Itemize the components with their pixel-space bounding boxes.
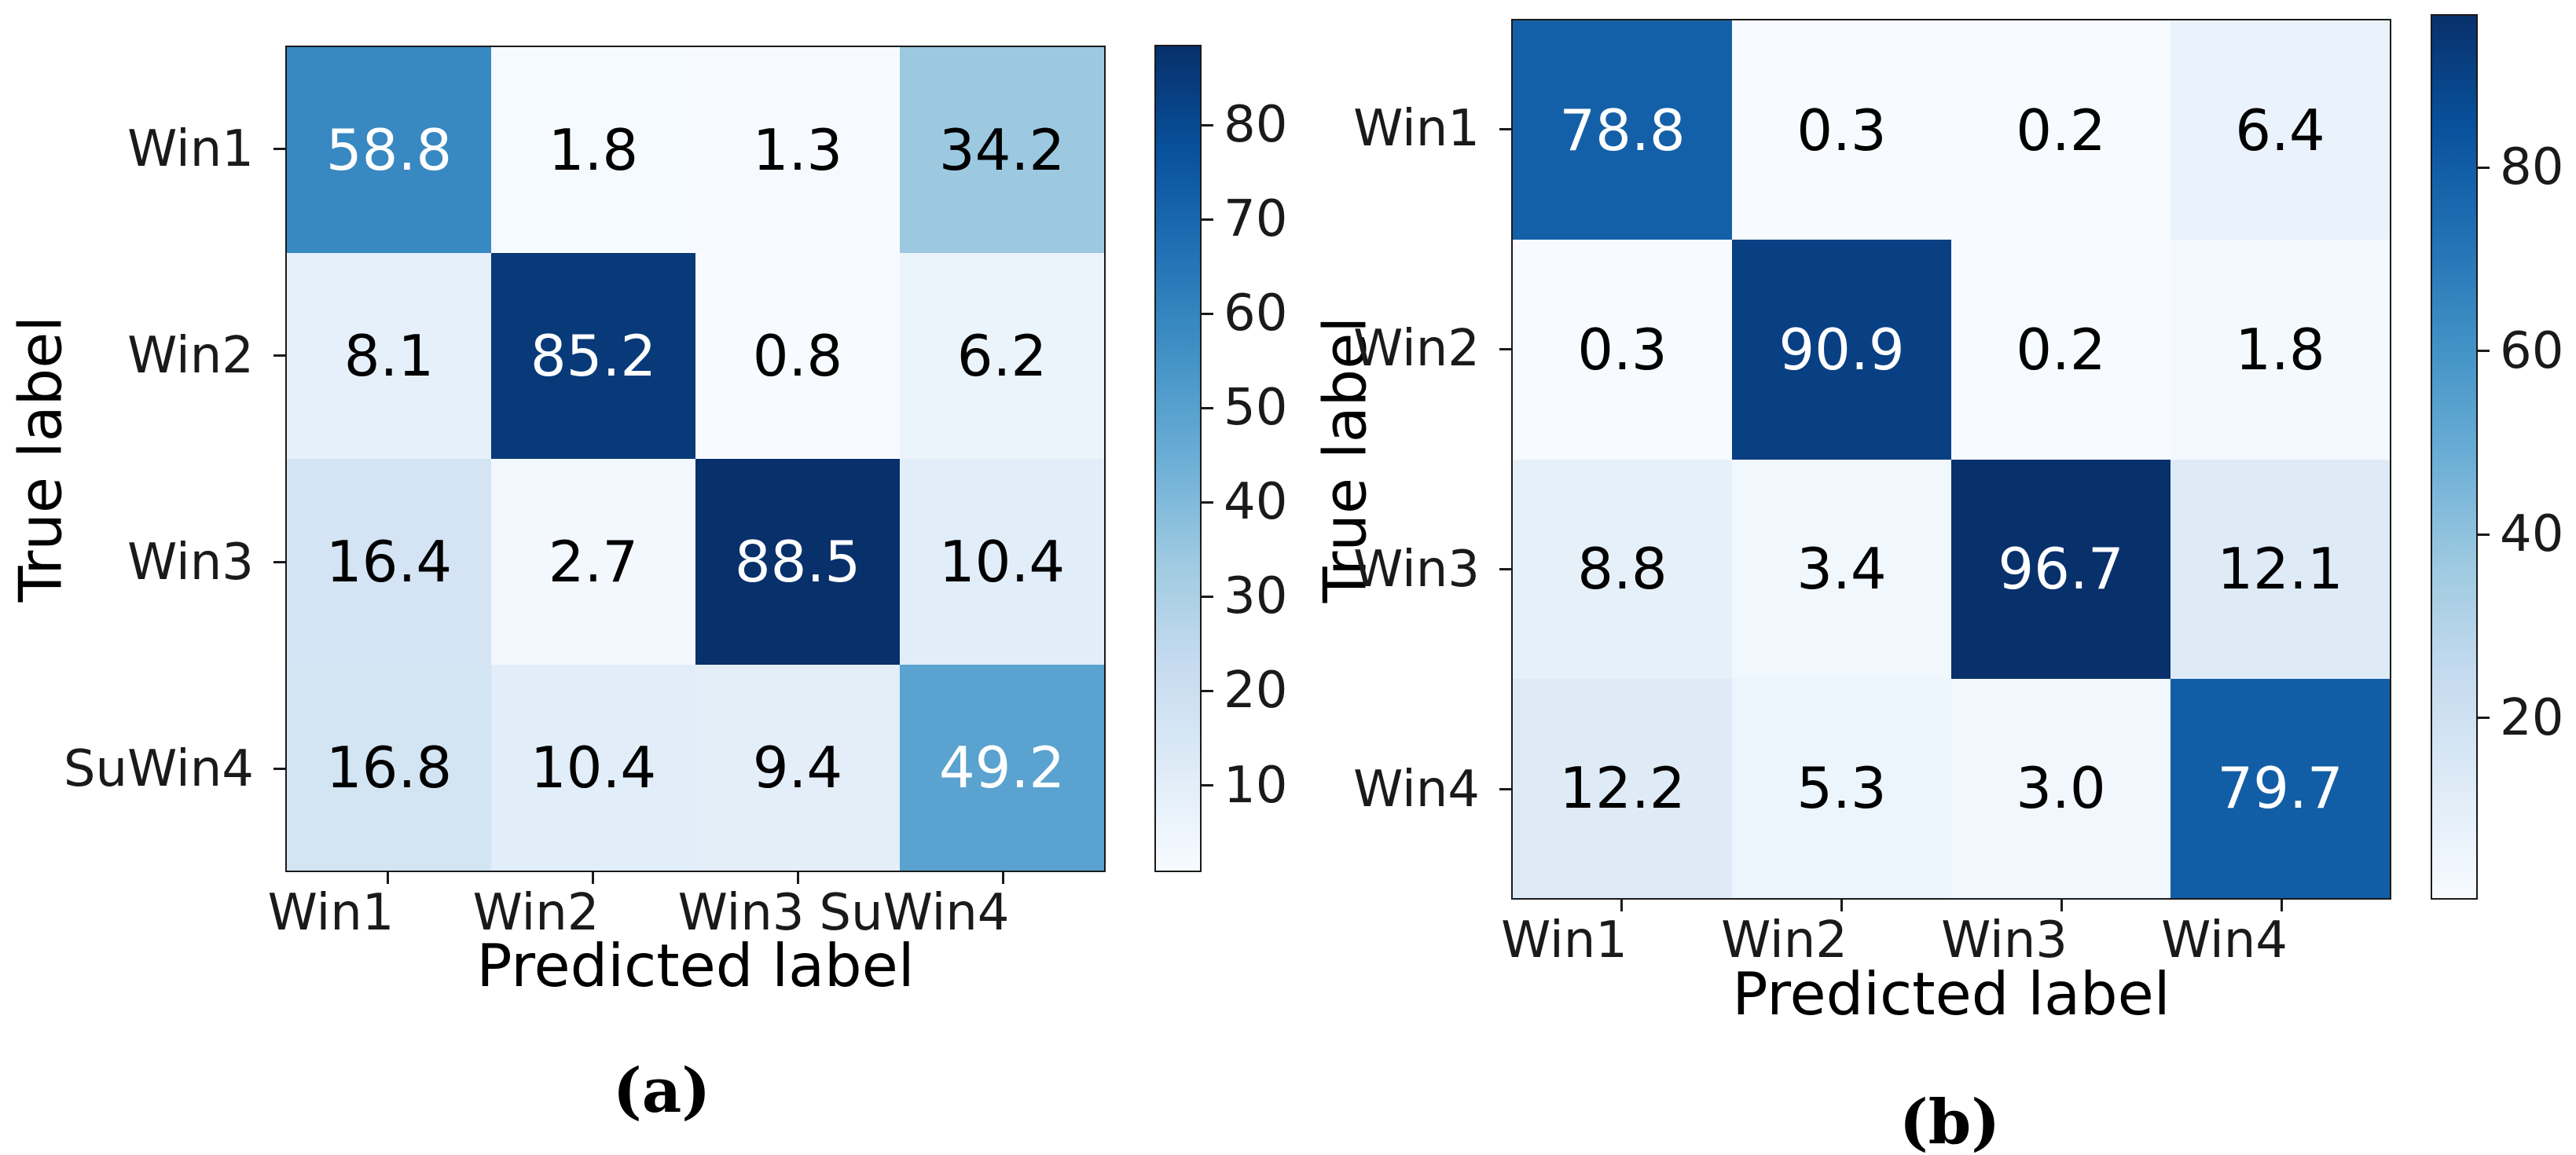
cbtick-label-b-3: 20 [2500, 688, 2564, 747]
xtick-mark-b-3 [2280, 900, 2283, 911]
xtick-label-b-3: Win4 [2161, 911, 2288, 970]
ytick-label-a-2: Win3 [127, 533, 254, 592]
cell-a-r3c0: 16.8 [287, 665, 491, 871]
xtick-mark-b-2 [2060, 900, 2063, 911]
cbtick-mark-a-1 [1202, 218, 1213, 221]
cbtick-mark-a-6 [1202, 689, 1213, 692]
xtick-mark-b-1 [1840, 900, 1843, 911]
xtick-label-a-0: Win1 [267, 884, 394, 942]
cbtick-label-a-0: 80 [1224, 96, 1288, 155]
xtick-label-a-1: Win2 [472, 884, 600, 942]
ytick-mark-b-3 [1499, 788, 1511, 791]
ytick-mark-b-0 [1499, 127, 1511, 130]
ytick-label-b-2: Win3 [1353, 540, 1480, 599]
cell-b-r0c0: 78.8 [1513, 20, 1732, 240]
xtick-label-b-2: Win3 [1941, 911, 2068, 970]
cell-a-r2c2: 88.5 [695, 459, 900, 665]
cell-b-r3c3: 79.7 [2171, 678, 2390, 898]
cell-b-r0c1: 0.3 [1732, 20, 1951, 240]
cbtick-mark-a-2 [1202, 312, 1213, 315]
x-axis-label-a: Predicted label [476, 931, 915, 1000]
cbtick-mark-a-3 [1202, 406, 1213, 409]
cell-a-r1c2: 0.8 [695, 253, 900, 459]
xtick-label-a-2: Win3 [677, 884, 805, 942]
cell-b-r3c1: 5.3 [1732, 678, 1951, 898]
cbtick-label-a-1: 70 [1224, 190, 1288, 249]
cell-b-r0c2: 0.2 [1951, 20, 2171, 240]
cell-b-r2c3: 12.1 [2171, 459, 2390, 679]
cbtick-label-a-7: 10 [1224, 756, 1288, 815]
cell-b-r1c2: 0.2 [1951, 240, 2171, 460]
xtick-label-b-1: Win2 [1721, 911, 1848, 970]
colorbar-a [1154, 45, 1202, 872]
ytick-mark-a-0 [273, 148, 285, 150]
cbtick-mark-b-2 [2478, 533, 2490, 536]
cbtick-label-a-3: 50 [1224, 379, 1288, 438]
cbtick-label-a-2: 60 [1224, 284, 1288, 343]
cbtick-mark-b-1 [2478, 350, 2490, 353]
cbtick-mark-a-5 [1202, 595, 1213, 598]
ytick-mark-b-1 [1499, 347, 1511, 350]
cbtick-mark-a-0 [1202, 123, 1213, 126]
cell-a-r2c1: 2.7 [491, 459, 695, 665]
xtick-mark-a-1 [592, 872, 594, 884]
cell-a-r3c2: 9.4 [695, 665, 900, 871]
xtick-label-b-0: Win1 [1501, 911, 1627, 970]
cell-a-r1c3: 6.2 [900, 253, 1104, 459]
xtick-mark-a-2 [797, 872, 799, 884]
ytick-mark-a-2 [273, 561, 285, 563]
heatmap-b: 78.8 0.3 0.2 6.4 0.3 90.9 0.2 1.8 8.8 3.4 96.7 12.1… [1511, 19, 2391, 900]
xtick-label-a-3: SuWin4 [819, 884, 1010, 942]
caption-b: (b) [1899, 1087, 2001, 1155]
cell-b-r2c2: 96.7 [1951, 459, 2171, 679]
cbtick-label-a-5: 30 [1224, 567, 1288, 626]
x-axis-label-b: Predicted label [1732, 959, 2171, 1028]
ytick-mark-b-2 [1499, 568, 1511, 571]
ytick-label-a-3: SuWin4 [63, 739, 254, 798]
cbtick-label-a-6: 20 [1224, 662, 1288, 720]
cbtick-mark-b-3 [2478, 717, 2490, 720]
cbtick-label-b-1: 60 [2500, 321, 2564, 380]
ytick-mark-a-3 [273, 768, 285, 770]
ytick-label-a-0: Win1 [127, 119, 254, 178]
cell-b-r1c1: 90.9 [1732, 240, 1951, 460]
ytick-mark-a-1 [273, 354, 285, 357]
cell-a-r1c1: 85.2 [491, 253, 695, 459]
ytick-label-a-1: Win2 [127, 326, 254, 385]
cell-a-r0c2: 1.3 [695, 47, 900, 253]
ytick-label-b-0: Win1 [1353, 100, 1480, 159]
cell-a-r3c1: 10.4 [491, 665, 695, 871]
cell-a-r1c0: 8.1 [287, 253, 491, 459]
cbtick-label-b-0: 80 [2500, 138, 2564, 197]
xtick-mark-a-3 [1002, 872, 1004, 884]
colorbar-b [2431, 14, 2478, 900]
cell-a-r2c0: 16.4 [287, 459, 491, 665]
cell-a-r0c0: 58.8 [287, 47, 491, 253]
cell-a-r3c3: 49.2 [900, 665, 1104, 871]
cell-b-r3c2: 3.0 [1951, 678, 2171, 898]
heatmap-a: 58.8 1.8 1.3 34.2 8.1 85.2 0.8 6.2 16.4 2.7 88.5 10… [285, 46, 1106, 872]
cell-a-r2c3: 10.4 [900, 459, 1104, 665]
caption-a: (a) [612, 1055, 711, 1127]
cbtick-label-a-4: 40 [1224, 473, 1288, 532]
cell-a-r0c1: 1.8 [491, 47, 695, 253]
cell-b-r0c3: 6.4 [2171, 20, 2390, 240]
cbtick-mark-a-4 [1202, 500, 1213, 504]
cell-a-r0c3: 34.2 [900, 47, 1104, 253]
cell-b-r3c0: 12.2 [1513, 678, 1732, 898]
cell-b-r1c0: 0.3 [1513, 240, 1732, 460]
cbtick-mark-a-7 [1202, 784, 1213, 787]
xtick-mark-a-0 [387, 872, 389, 884]
cell-b-r1c3: 1.8 [2171, 240, 2390, 460]
cell-b-r2c1: 3.4 [1732, 459, 1951, 679]
ytick-label-b-1: Win2 [1353, 320, 1480, 379]
cell-b-r2c0: 8.8 [1513, 459, 1732, 679]
ytick-label-b-3: Win4 [1353, 760, 1480, 819]
cbtick-label-b-2: 40 [2500, 505, 2564, 564]
cbtick-mark-b-0 [2478, 166, 2490, 169]
xtick-mark-b-0 [1620, 900, 1623, 911]
